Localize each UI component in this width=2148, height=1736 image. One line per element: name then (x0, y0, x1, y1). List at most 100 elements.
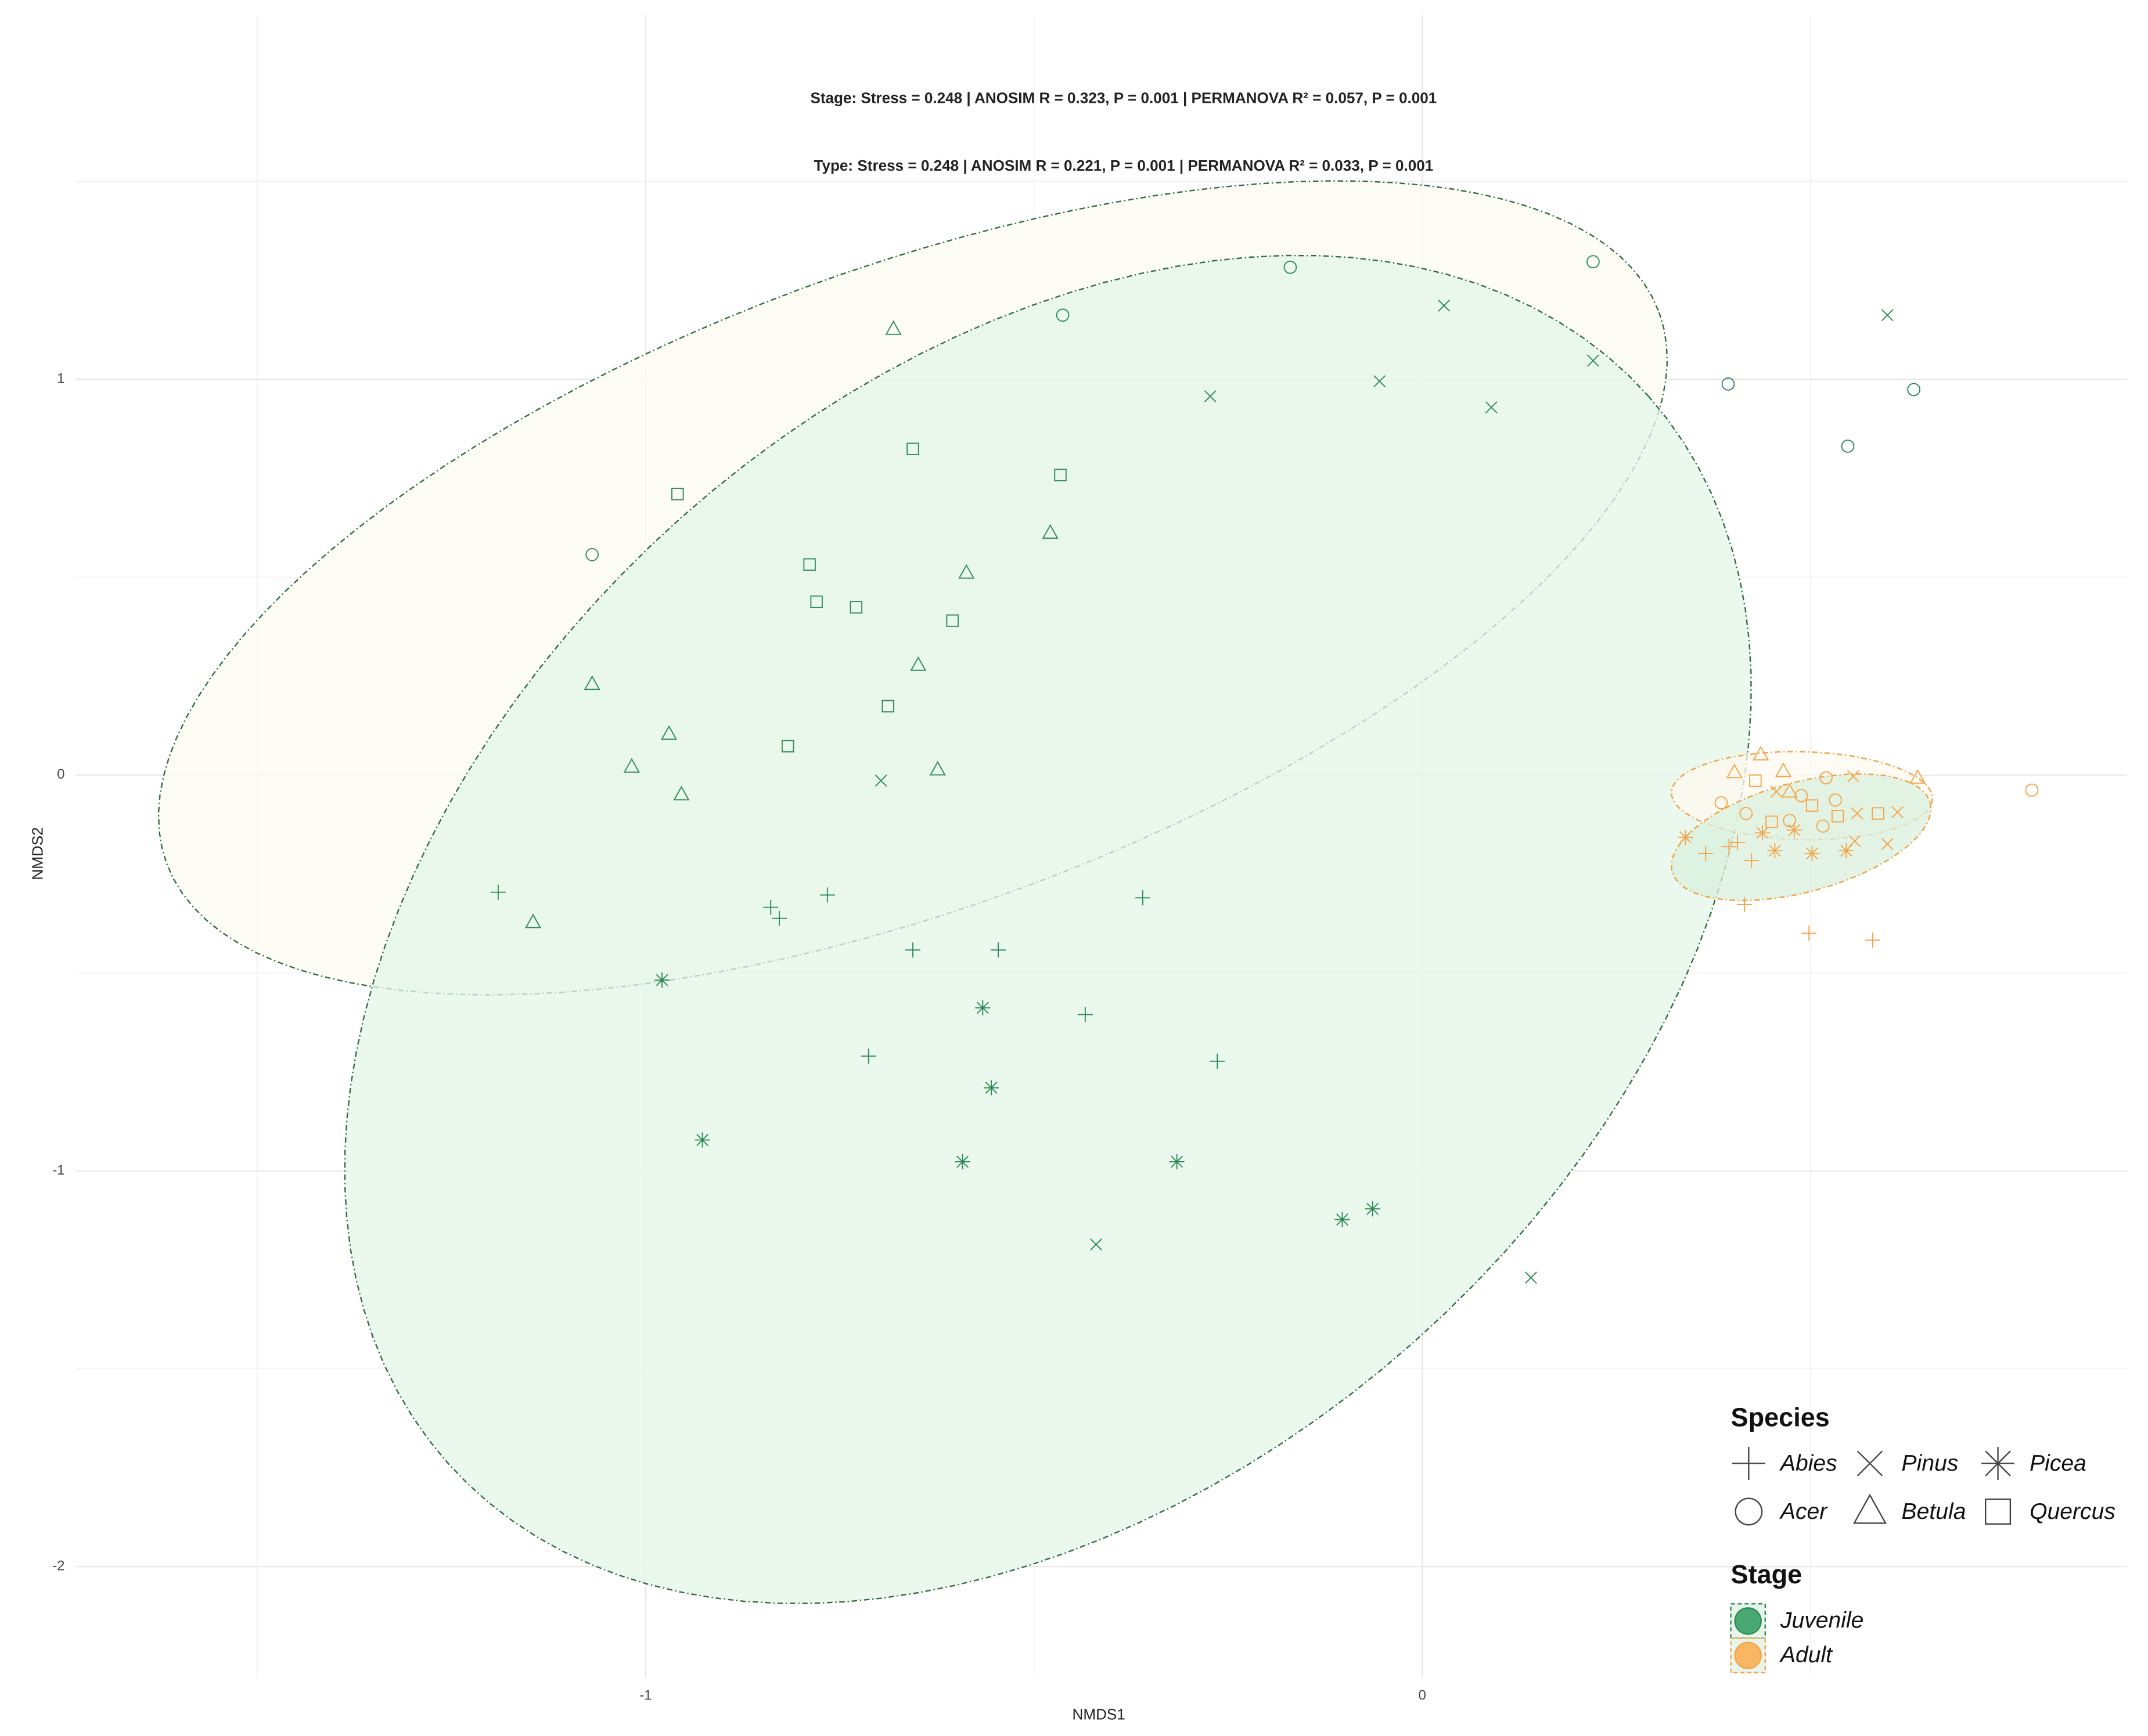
legend-symbol (1981, 1447, 2014, 1480)
point (585, 548, 599, 561)
point (1365, 1201, 1380, 1217)
y-tick-label: 0 (57, 767, 64, 782)
chart-title: Stage: Stress = 0.248 | ANOSIM R = 0.323… (810, 89, 1437, 107)
point (983, 1080, 999, 1096)
point (1829, 793, 1843, 807)
point (1804, 845, 1820, 861)
legend: Abies Pinus Picea Acer Betula Quercus Juvenile… (1730, 1447, 2115, 1674)
point (763, 899, 779, 915)
confidence-ellipse (1671, 773, 1932, 902)
legend-label: Acer (1779, 1499, 1828, 1524)
points (490, 255, 2039, 1284)
point (905, 942, 921, 958)
legend-symbol (1735, 1497, 1763, 1526)
legend-label: Quercus (2030, 1499, 2115, 1524)
point (1841, 440, 1855, 453)
x-axis-title: NMDS1 (1073, 1705, 1125, 1723)
point (850, 601, 863, 614)
point (1891, 806, 1904, 819)
point (1698, 845, 1714, 861)
legend-symbol (1852, 1493, 1887, 1524)
legend-label: Adult (1779, 1643, 1833, 1667)
point (1847, 770, 1859, 783)
point (946, 614, 959, 627)
point (1586, 255, 1600, 269)
point (1872, 807, 1884, 820)
point (906, 442, 919, 455)
ellipses (157, 180, 1933, 1604)
y-tick-label: -2 (52, 1559, 64, 1574)
legend-symbol (1732, 1447, 1765, 1480)
point (1816, 819, 1830, 833)
point (881, 700, 894, 713)
point (1737, 896, 1753, 912)
legend-label: Juvenile (1780, 1608, 1864, 1633)
point (1781, 783, 1798, 798)
point (975, 1000, 991, 1015)
legend-label: Abies (1779, 1451, 1837, 1476)
point (1077, 1007, 1093, 1022)
point (1721, 377, 1735, 391)
point (1831, 810, 1844, 823)
point (885, 320, 902, 335)
point (771, 910, 787, 926)
point (695, 1132, 710, 1148)
point (1739, 806, 1753, 820)
point (1135, 890, 1150, 906)
point (1714, 796, 1728, 810)
point (991, 942, 1006, 958)
point (1210, 1053, 1225, 1069)
y-tick-label: -1 (52, 1163, 64, 1178)
legend-label: Pinus (1902, 1451, 1959, 1476)
point (1749, 774, 1762, 787)
point (2025, 783, 2039, 797)
x-tick-label: 0 (1419, 1688, 1426, 1703)
point (1485, 401, 1498, 414)
point (819, 887, 835, 903)
point (1744, 853, 1760, 869)
point (654, 973, 670, 988)
point (1838, 843, 1854, 859)
point (1805, 799, 1819, 812)
point (1204, 390, 1217, 403)
point (1283, 260, 1297, 274)
legend-label: Betula (1902, 1499, 1966, 1524)
point (1042, 524, 1059, 539)
point (910, 656, 927, 671)
point (1721, 839, 1737, 855)
point (875, 775, 887, 787)
point (1754, 825, 1770, 841)
point (1786, 822, 1802, 838)
point (1169, 1154, 1185, 1170)
point (1765, 815, 1778, 829)
point (1753, 745, 1769, 761)
point (1848, 835, 1861, 848)
y-tick-label: 1 (57, 372, 64, 387)
point (1726, 763, 1743, 779)
point (673, 786, 690, 801)
legend-symbol (1734, 1641, 1762, 1669)
point (803, 558, 816, 571)
point (1586, 354, 1599, 367)
point (1090, 1238, 1103, 1251)
point (1438, 299, 1451, 312)
point (1373, 375, 1386, 388)
point (584, 675, 600, 690)
point (490, 884, 506, 900)
legend-title: Species (1731, 1403, 1830, 1432)
point (1054, 469, 1067, 481)
point (929, 761, 946, 776)
point (1767, 843, 1783, 859)
point (1881, 838, 1894, 851)
point (525, 913, 542, 928)
legend-symbol (1734, 1607, 1762, 1635)
x-tick-label: -1 (639, 1688, 652, 1703)
point (1865, 932, 1880, 948)
confidence-ellipse (344, 254, 1752, 1604)
point (1794, 789, 1808, 802)
point (781, 740, 794, 752)
point (810, 595, 823, 608)
point (1851, 807, 1863, 820)
